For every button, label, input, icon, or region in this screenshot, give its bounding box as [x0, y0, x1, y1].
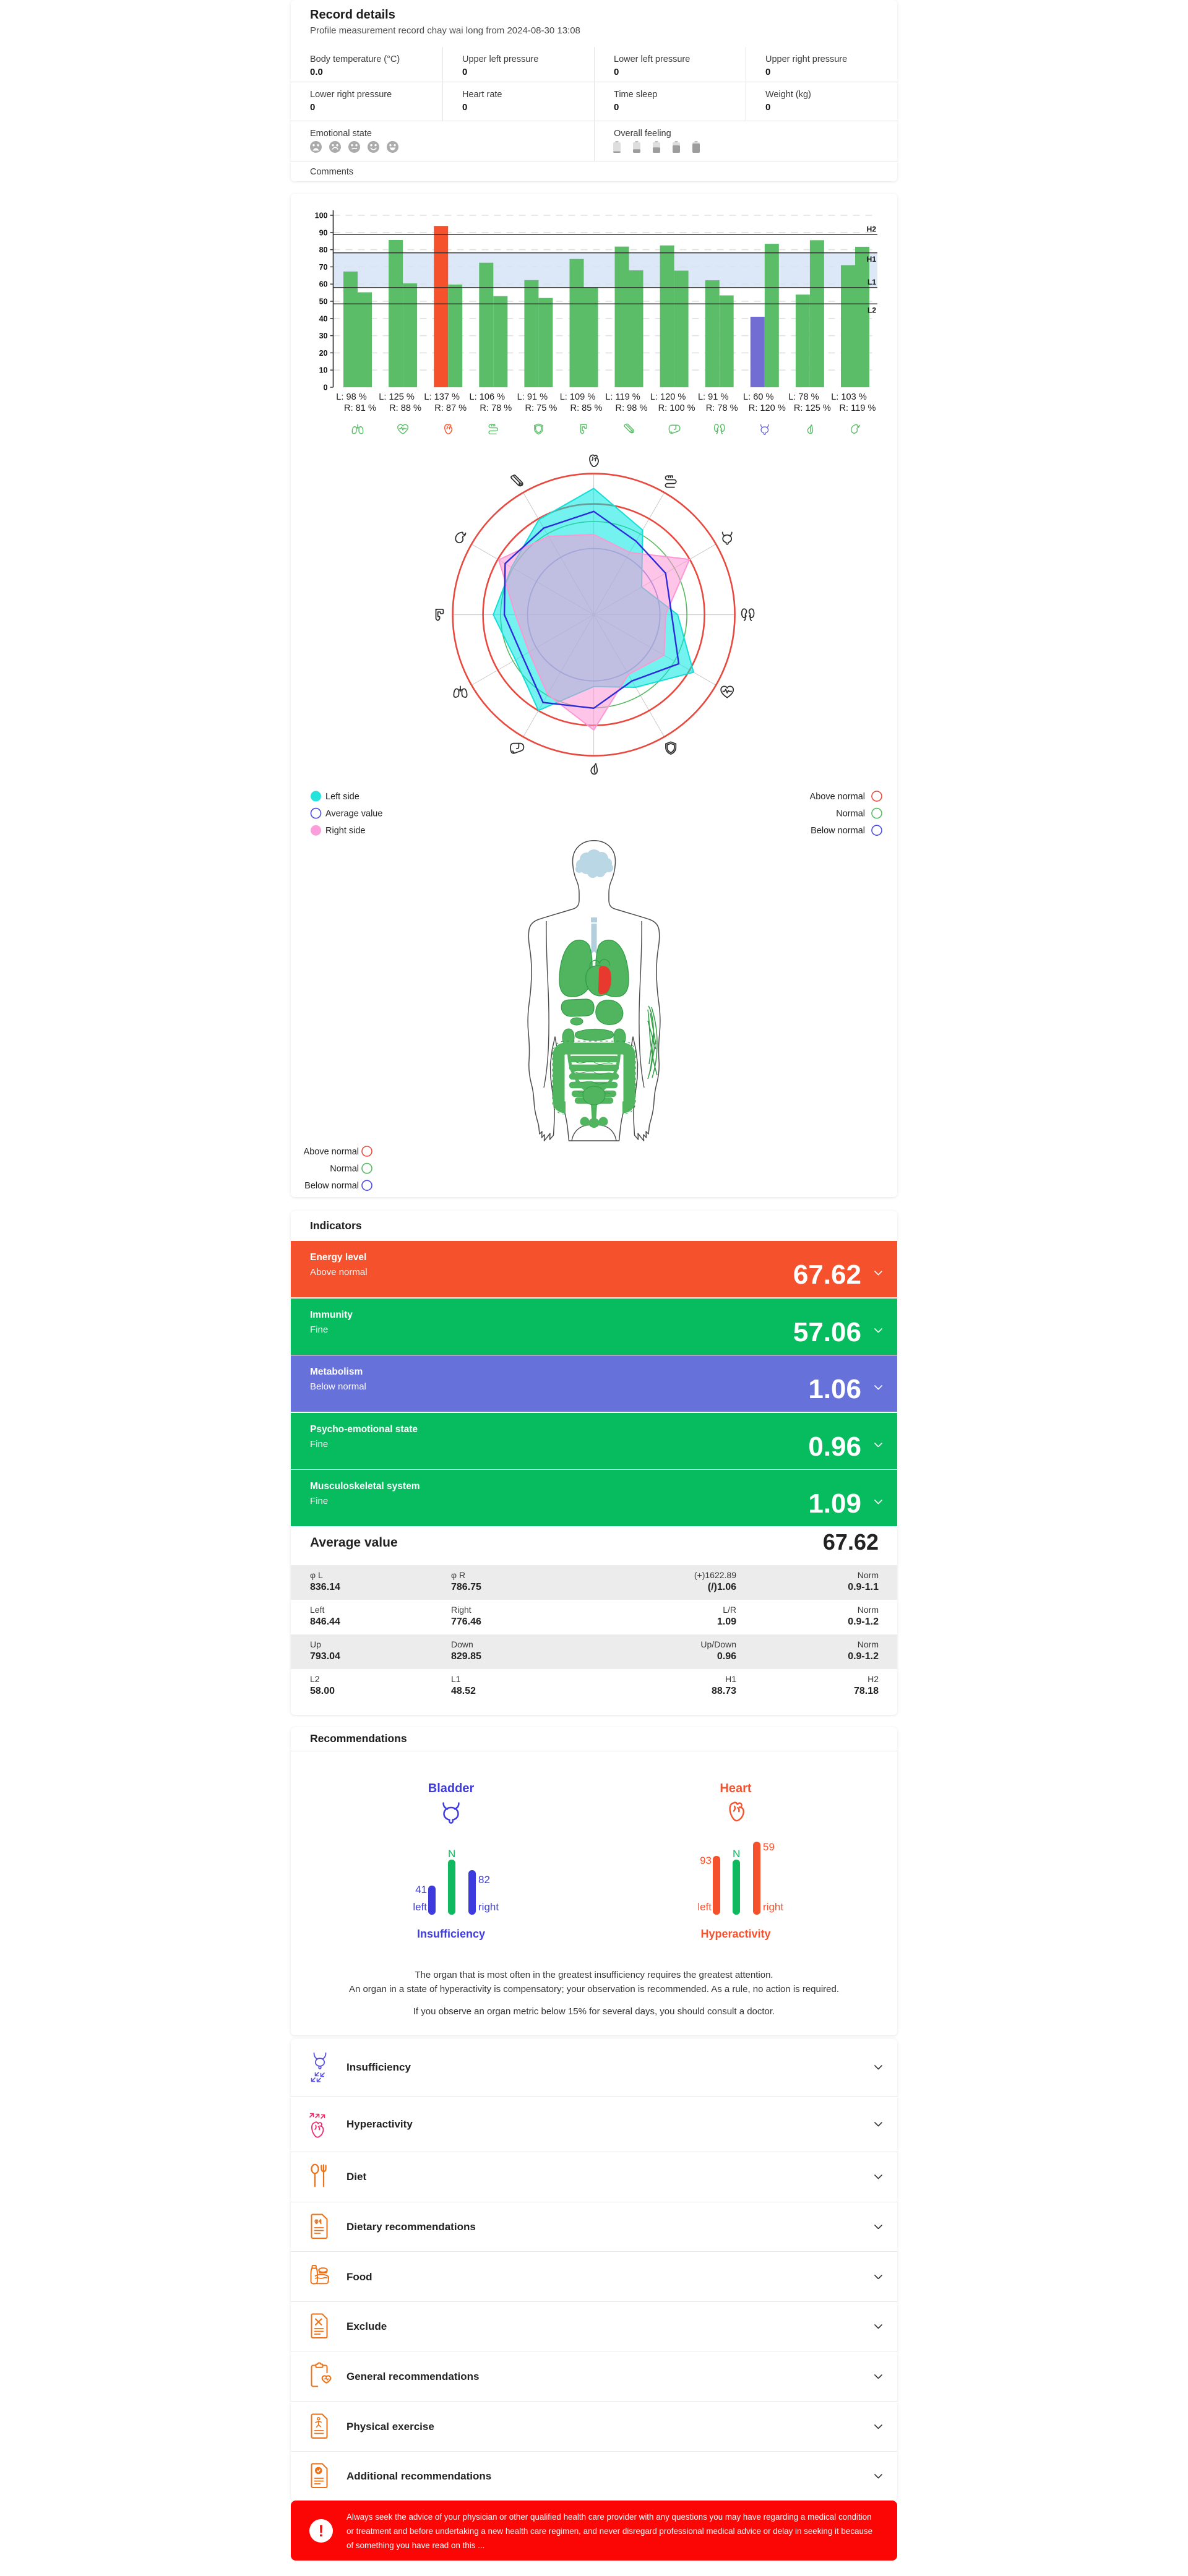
svg-text:Below normal: Below normal [811, 826, 865, 836]
svg-text:R: 119 %: R: 119 % [840, 403, 876, 413]
svg-text:L: 91 %: L: 91 % [698, 392, 729, 402]
svg-text:20: 20 [319, 349, 328, 358]
svg-text:70: 70 [319, 263, 328, 272]
svg-text:L: 103 %: L: 103 % [831, 392, 867, 402]
svg-text:L: 60 %: L: 60 % [743, 392, 774, 402]
svg-text:R: 85 %: R: 85 % [570, 403, 603, 413]
svg-text:40: 40 [319, 314, 328, 323]
svg-text:10: 10 [319, 366, 328, 375]
svg-text:H2: H2 [867, 225, 877, 233]
svg-text:30: 30 [319, 332, 328, 340]
svg-text:0: 0 [324, 384, 328, 392]
svg-text:L: 109 %: L: 109 % [560, 392, 596, 402]
svg-text:R: 81 %: R: 81 % [344, 403, 376, 413]
svg-text:Below normal: Below normal [304, 1181, 359, 1191]
svg-text:Normal: Normal [330, 1164, 359, 1174]
svg-text:L: 125 %: L: 125 % [379, 392, 415, 402]
svg-text:Above normal: Above normal [304, 1147, 359, 1157]
svg-text:L2: L2 [867, 306, 876, 315]
svg-text:60: 60 [319, 280, 328, 289]
svg-text:Above normal: Above normal [810, 792, 865, 802]
svg-text:R: 125 %: R: 125 % [794, 403, 831, 413]
svg-text:L: 119 %: L: 119 % [605, 392, 640, 402]
svg-text:R: 75 %: R: 75 % [525, 403, 557, 413]
svg-text:L: 106 %: L: 106 % [469, 392, 505, 402]
svg-text:R: 78 %: R: 78 % [706, 403, 738, 413]
svg-text:H1: H1 [867, 255, 877, 264]
svg-text:Left side: Left side [325, 792, 359, 802]
svg-text:R: 100 %: R: 100 % [658, 403, 695, 413]
svg-text:Normal: Normal [836, 809, 865, 819]
svg-text:50: 50 [319, 298, 328, 306]
svg-text:R: 88 %: R: 88 % [389, 403, 421, 413]
svg-text:90: 90 [319, 228, 328, 237]
svg-text:L: 91 %: L: 91 % [517, 392, 548, 402]
svg-text:R: 78 %: R: 78 % [480, 403, 512, 413]
svg-text:R: 98 %: R: 98 % [616, 403, 648, 413]
svg-text:L: 120 %: L: 120 % [650, 392, 686, 402]
svg-text:R: 120 %: R: 120 % [749, 403, 786, 413]
svg-text:Right side: Right side [325, 826, 365, 836]
svg-text:R: 87 %: R: 87 % [434, 403, 467, 413]
svg-text:L1: L1 [867, 278, 876, 286]
svg-text:L: 137 %: L: 137 % [424, 392, 460, 402]
svg-text:80: 80 [319, 246, 328, 254]
svg-text:L: 78 %: L: 78 % [788, 392, 819, 402]
svg-text:Average value: Average value [325, 809, 382, 819]
svg-text:100: 100 [315, 212, 328, 220]
svg-text:L: 98 %: L: 98 % [336, 392, 367, 402]
